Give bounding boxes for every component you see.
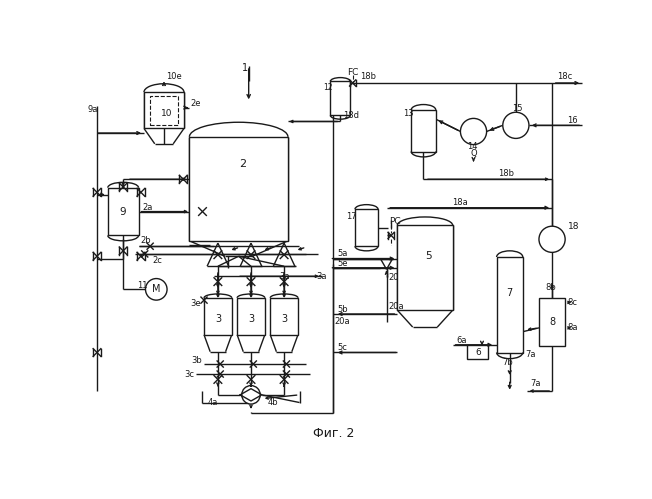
Bar bbox=[467, 345, 488, 359]
Text: 16: 16 bbox=[567, 116, 578, 125]
Text: 10: 10 bbox=[160, 109, 172, 118]
Text: 9a: 9a bbox=[88, 105, 98, 114]
Text: 5c: 5c bbox=[337, 343, 347, 352]
Text: 3: 3 bbox=[215, 313, 221, 323]
Text: 20a: 20a bbox=[334, 317, 349, 326]
Text: 10e: 10e bbox=[166, 72, 182, 81]
Text: 18d: 18d bbox=[342, 111, 359, 120]
Text: 20: 20 bbox=[388, 272, 398, 281]
Bar bbox=[539, 298, 565, 345]
Bar bbox=[397, 226, 452, 310]
Text: 4b: 4b bbox=[267, 398, 278, 407]
Text: Фиг. 2: Фиг. 2 bbox=[314, 427, 355, 440]
Text: 2b: 2b bbox=[141, 237, 151, 246]
Text: 5e: 5e bbox=[337, 259, 348, 268]
Text: 3a: 3a bbox=[316, 272, 327, 281]
Text: 12: 12 bbox=[323, 83, 333, 92]
Text: 13: 13 bbox=[403, 109, 413, 118]
Text: 17: 17 bbox=[346, 212, 357, 221]
Text: 1: 1 bbox=[242, 62, 248, 72]
Text: 8b: 8b bbox=[545, 282, 556, 291]
Text: Q: Q bbox=[470, 149, 477, 158]
Text: 8: 8 bbox=[549, 317, 555, 327]
Text: M: M bbox=[152, 284, 160, 294]
Text: PC: PC bbox=[389, 217, 400, 226]
Text: 6a: 6a bbox=[456, 336, 467, 345]
Bar bbox=[411, 110, 436, 152]
Text: 7: 7 bbox=[507, 288, 513, 298]
Text: 7a: 7a bbox=[525, 350, 535, 359]
Bar bbox=[108, 188, 139, 236]
Bar bbox=[270, 298, 298, 335]
Text: 18: 18 bbox=[567, 222, 579, 231]
Text: 4a: 4a bbox=[207, 398, 218, 407]
Text: 5: 5 bbox=[426, 251, 432, 261]
Text: 5b: 5b bbox=[337, 305, 348, 314]
Text: 18c: 18c bbox=[557, 72, 572, 81]
Text: 18b: 18b bbox=[498, 169, 514, 178]
Circle shape bbox=[145, 278, 167, 300]
Text: 8c: 8c bbox=[567, 298, 578, 307]
Circle shape bbox=[242, 386, 260, 404]
Text: 3: 3 bbox=[248, 313, 254, 323]
Text: 3c: 3c bbox=[184, 370, 194, 379]
Circle shape bbox=[460, 118, 486, 145]
Text: 3b: 3b bbox=[191, 356, 201, 365]
Text: 8a: 8a bbox=[567, 323, 578, 332]
Text: 7b: 7b bbox=[502, 358, 512, 367]
Bar bbox=[497, 257, 523, 353]
Text: 2a: 2a bbox=[142, 203, 153, 212]
Text: 20a: 20a bbox=[389, 302, 404, 311]
Text: 6: 6 bbox=[475, 348, 481, 357]
Bar bbox=[331, 81, 350, 115]
Circle shape bbox=[539, 226, 565, 252]
Text: 2c: 2c bbox=[153, 255, 162, 264]
Bar bbox=[204, 298, 231, 335]
Bar bbox=[189, 137, 288, 241]
Text: 15: 15 bbox=[512, 104, 523, 113]
Circle shape bbox=[503, 112, 529, 138]
Text: 7a: 7a bbox=[531, 379, 541, 388]
Bar bbox=[355, 209, 378, 246]
Text: 2e: 2e bbox=[190, 98, 201, 107]
Bar bbox=[237, 298, 265, 335]
Text: 5a: 5a bbox=[337, 250, 348, 258]
Text: 3e: 3e bbox=[190, 299, 201, 308]
Text: 18b: 18b bbox=[361, 72, 376, 81]
Text: 3a: 3a bbox=[280, 272, 290, 281]
Text: 14: 14 bbox=[467, 142, 478, 151]
Bar bbox=[144, 92, 184, 128]
Text: 18a: 18a bbox=[452, 198, 468, 207]
Bar bbox=[150, 96, 178, 125]
Text: 9: 9 bbox=[120, 207, 126, 217]
Text: 2: 2 bbox=[239, 159, 246, 169]
Text: 11: 11 bbox=[137, 281, 147, 290]
Text: 3: 3 bbox=[281, 313, 287, 323]
Text: FC: FC bbox=[347, 68, 359, 77]
